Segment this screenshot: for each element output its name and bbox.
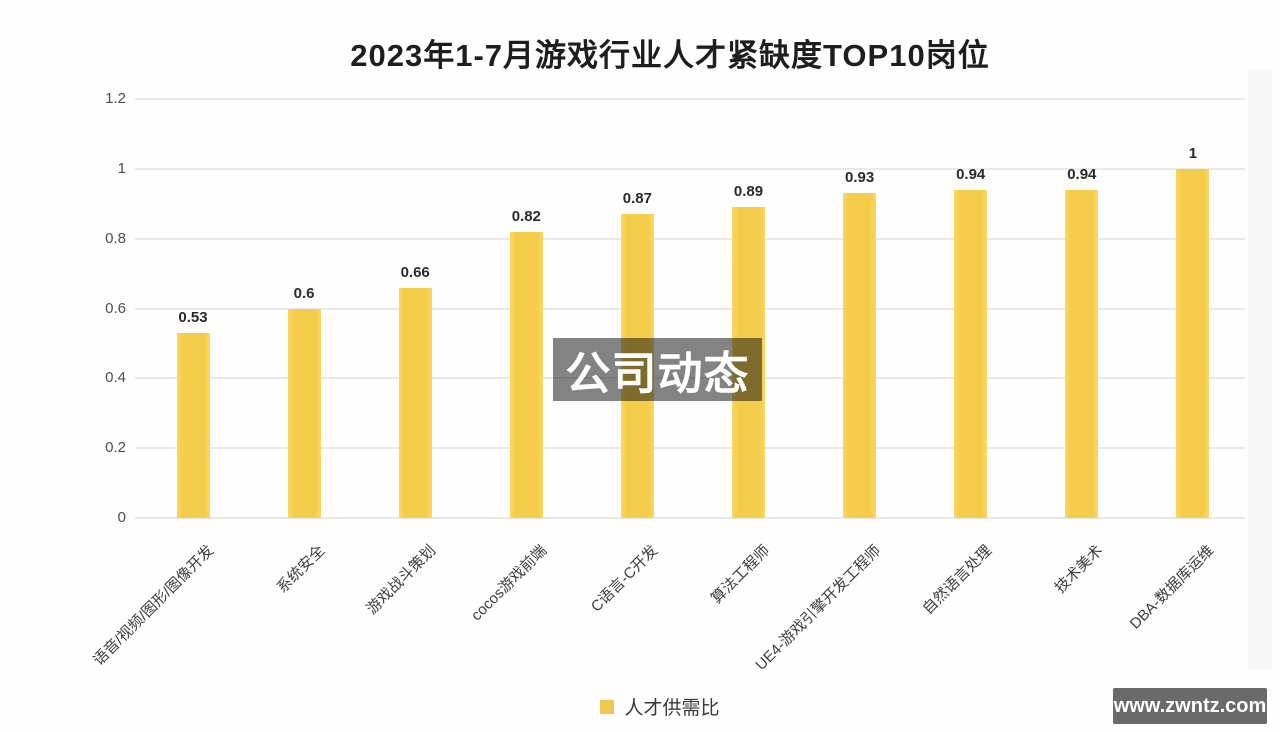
legend-label: 人才供需比 <box>624 698 720 719</box>
bar-value-label: 0.82 <box>511 207 541 225</box>
watermark-text: 公司动态 <box>565 348 750 399</box>
bar-value-label: 0.53 <box>178 308 208 326</box>
gridline <box>135 447 1245 450</box>
bar <box>287 308 321 518</box>
bar-value-label: 0.6 <box>293 284 315 302</box>
site-url-text: www.zwntz.com <box>1113 694 1267 717</box>
y-axis-tick-label: 0.6 <box>105 299 126 317</box>
bar-value-label: 0.66 <box>400 263 430 281</box>
bar-value-label: 0.89 <box>733 183 764 201</box>
site-badge: www.zwntz.com <box>1113 688 1267 724</box>
bar-value-label: 0.93 <box>844 169 875 187</box>
bar-value-label: 0.87 <box>622 190 652 208</box>
bar <box>843 193 877 518</box>
chart-title: 2023年1-7月游戏行业人才紧缺度TOP10岗位 <box>350 38 990 73</box>
bar <box>398 287 432 518</box>
bar <box>1065 189 1099 518</box>
bar-value-label: 0.94 <box>956 165 986 183</box>
bar <box>176 332 210 518</box>
gridline <box>135 237 1245 240</box>
legend-swatch-icon <box>600 699 615 714</box>
gridline <box>135 307 1245 310</box>
y-axis-tick-label: 0.4 <box>105 369 126 387</box>
y-axis-tick-label: 1.2 <box>105 90 126 107</box>
gridline <box>135 167 1245 170</box>
y-axis-tick-label: 0.2 <box>105 439 126 457</box>
photo-edge-artifact <box>1248 70 1272 670</box>
y-axis-tick-label: 1 <box>117 159 126 177</box>
bar <box>954 189 988 518</box>
y-axis-tick-label: 0 <box>117 509 126 526</box>
bar <box>509 231 543 518</box>
bar-value-label: 0.94 <box>1067 165 1097 183</box>
bar <box>1176 168 1210 518</box>
gridline <box>135 98 1245 100</box>
legend: 人才供需比 <box>40 693 1280 720</box>
watermark-overlay: 公司动态 <box>553 338 762 401</box>
bar-value-label: 1 <box>1188 144 1198 162</box>
gridline <box>135 517 1245 519</box>
y-axis-tick-label: 0.8 <box>105 229 126 247</box>
